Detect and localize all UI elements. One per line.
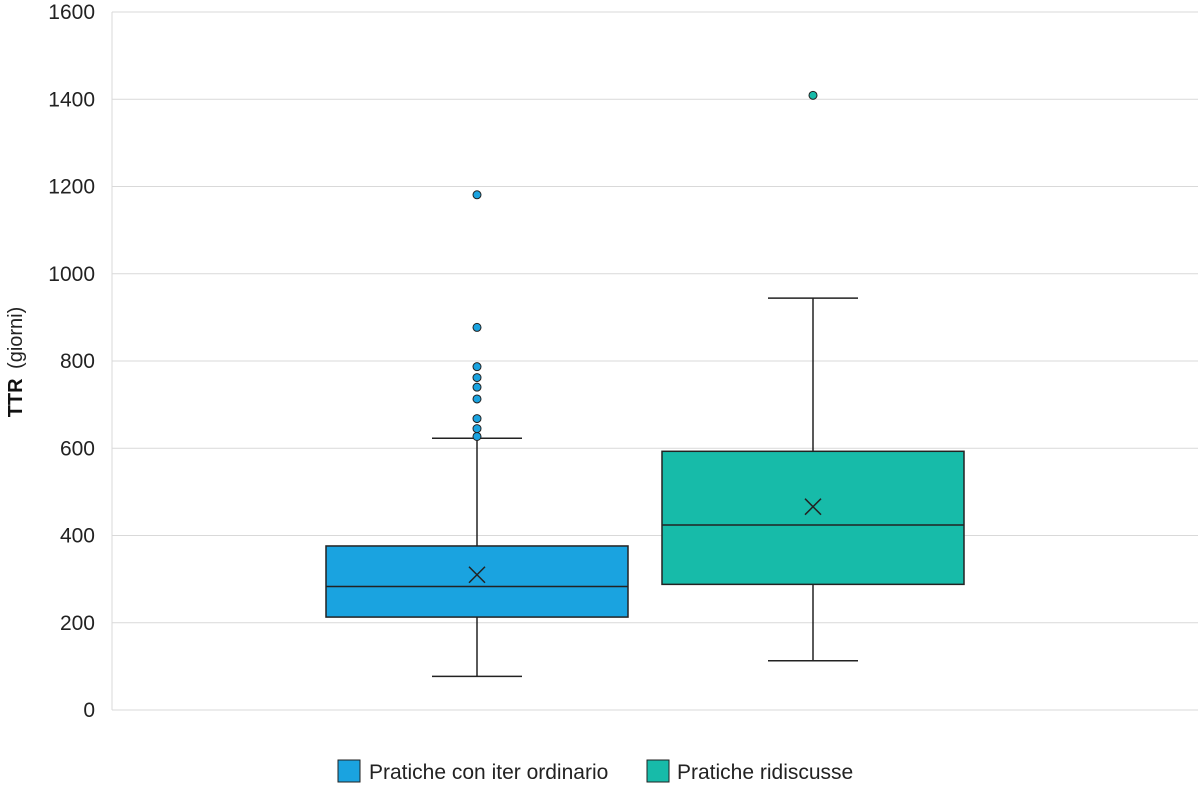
outlier-ordinario-7 [472, 322, 482, 332]
outlier-ordinario-0 [472, 431, 482, 441]
outlier-ordinario-1 [472, 424, 482, 434]
mean-marker-ridiscusse-b [804, 498, 822, 516]
y-tick-label-1600: 1600 [48, 1, 95, 24]
y-axis-ticks: 0 200 400 600 800 1000 1200 1400 1600 [48, 1, 95, 722]
mean-marker-ordinario-b [468, 566, 486, 584]
y-tick-label-1200: 1200 [48, 176, 95, 199]
legend-swatch-ordinario [337, 759, 361, 783]
outlier-ordinario-5 [472, 373, 482, 383]
outlier-ridiscusse-0 [808, 90, 818, 100]
outlier-ordinario-2 [472, 414, 482, 424]
legend-swatch-ridiscusse [646, 759, 670, 783]
legend-label-ridiscusse: Pratiche ridiscusse [677, 761, 853, 784]
y-tick-label-1000: 1000 [48, 263, 95, 286]
y-tick-label-1400: 1400 [48, 88, 95, 111]
outlier-ordinario-8 [472, 190, 482, 200]
legend: Pratiche con iter ordinario Pratiche rid… [337, 759, 853, 784]
y-tick-label-200: 200 [60, 612, 95, 635]
y-axis-label-unit: (giorni) [5, 307, 27, 369]
y-axis-label: TTR (giorni) [5, 307, 27, 418]
gridlines [111, 11, 1198, 711]
legend-label-ordinario: Pratiche con iter ordinario [369, 761, 608, 784]
y-tick-label-0: 0 [83, 699, 95, 722]
box-iqr-ridiscusse [661, 450, 965, 586]
box-iqr-ordinario [325, 545, 629, 618]
box-ordinario [325, 190, 629, 678]
box-series [325, 90, 965, 678]
y-axis-label-bold: TTR [5, 378, 27, 417]
outlier-ordinario-4 [472, 382, 482, 392]
outlier-ordinario-3 [472, 394, 482, 404]
y-tick-label-800: 800 [60, 350, 95, 373]
box-ridiscusse [661, 90, 965, 662]
outlier-ordinario-6 [472, 362, 482, 372]
y-tick-label-600: 600 [60, 437, 95, 460]
y-tick-label-400: 400 [60, 525, 95, 548]
